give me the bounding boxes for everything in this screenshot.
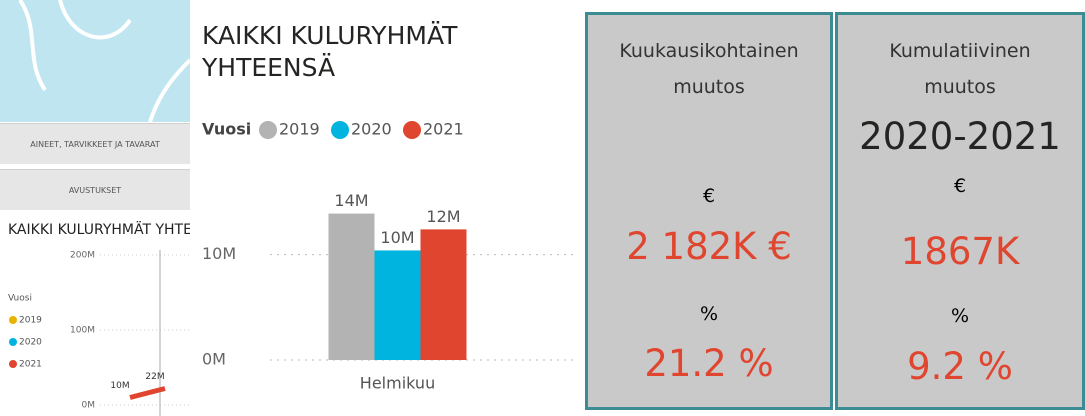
legend-marker [331,121,349,139]
card-title: Kuukausikohtainen muutos [619,40,799,98]
legend-label: 2021 [423,120,464,139]
x-tick-label: Helmikuu [360,374,435,393]
chart-card: KAIKKI KULURYHMÄT YHTEENSÄ Vuosi 2019 202… [190,12,585,416]
map-lines [18,0,190,123]
legend-marker [403,121,421,139]
kpi-card: Kuukausikohtainen muutos € 2 182K € % 21… [585,12,833,410]
legend-label: 2020 [19,338,42,348]
legend-label: 2020 [351,120,392,139]
button[interactable]: AINEET, TARVIKKEET JA TAVARAT [0,123,190,164]
euro-value: 1867K [900,230,1020,273]
data-label: 12M [426,207,460,226]
y-tick-label: 100M [70,326,95,336]
period: 2020-2021 [859,115,1061,158]
euro-label: € [702,185,716,207]
percent-value: 21.2 % [644,342,774,385]
chart-title: KAIKKI KULURYHMÄT YHTEENSÄ [8,220,190,238]
data-label: 10M [380,228,414,247]
legend-label: 2019 [279,120,320,139]
euro-value: 2 182K € [626,225,792,268]
percent-value: 9.2 % [907,345,1013,388]
euro-label: € [953,175,967,197]
legend-marker [259,121,277,139]
left-panel: KAIKKI KULURYHMÄT YHTEENSÄ Vuosi 0M 100M 2… [0,0,190,416]
data-label: 10M [110,381,129,391]
y-tick-label: 0M [82,401,96,411]
card-title: Kumulatiivinen muutos [889,40,1031,98]
kpi-card: Kumulatiivinen muutos 2020-2021 € 1867K … [835,12,1085,410]
legend-marker [9,338,17,346]
bar-chart: Vuosi 2019 2020 2021 0M 10M Helmikuu 14M 10M 12M [202,120,575,393]
line-series [129,386,166,400]
legend-label: 2021 [19,360,42,370]
percent-label: % [950,305,970,327]
legend-label: 2019 [19,316,42,326]
y-tick-label: 0M [202,350,226,369]
percent-label: % [699,303,719,325]
y-tick-label: 10M [202,244,236,263]
data-label: 14M [334,191,368,210]
legend-title: Vuosi [202,120,251,139]
chart-title: KAIKKI KULURYHMÄT YHTEENSÄ [202,21,458,82]
legend-marker [9,360,17,368]
bar [374,250,421,360]
data-label: 22M [145,372,164,382]
bar [328,213,375,360]
legend-title: Vuosi [8,294,32,304]
y-tick-label: 200M [70,251,95,261]
bar [420,229,467,360]
button[interactable]: AVUSTUKSET [0,169,190,210]
legend-marker [9,316,17,324]
